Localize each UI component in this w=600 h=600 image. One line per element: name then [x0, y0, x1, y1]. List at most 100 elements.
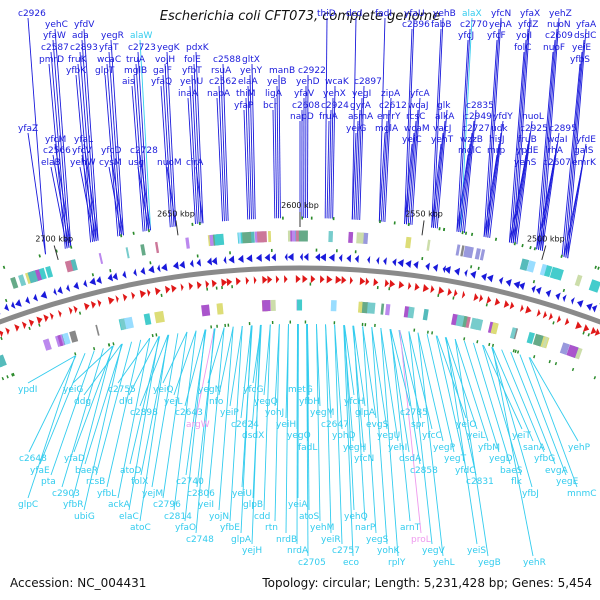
- gene-label: mglC: [458, 146, 481, 156]
- gene-connector: [245, 97, 251, 220]
- gene-label: rtn: [265, 523, 278, 533]
- gene-connector: [54, 28, 72, 248]
- gene-label: c2814: [164, 512, 192, 522]
- gene-connector: [83, 28, 99, 241]
- gene-arrow: [271, 253, 276, 262]
- gene-connector: [355, 109, 361, 220]
- gene-arrow: [196, 281, 202, 290]
- gene-connector: [380, 120, 388, 222]
- marker-dash: [2, 265, 6, 270]
- gene-connector: [162, 331, 188, 384]
- gene-connector: [482, 344, 522, 476]
- gene-arrow: [4, 303, 10, 312]
- gene-label: yehM: [310, 523, 334, 533]
- gene-label: yfaE: [30, 466, 50, 476]
- gene-label: fadL: [298, 443, 317, 453]
- gene-label: atoD: [120, 466, 142, 476]
- gene-connector: [316, 324, 321, 522]
- gene-connector: [399, 330, 422, 419]
- gene-label: fruK: [68, 55, 88, 65]
- gene-label: c2566: [43, 146, 71, 156]
- gene-label: yehA: [489, 20, 513, 30]
- gene-arrow: [28, 319, 35, 327]
- gene-label: evgS: [366, 420, 389, 430]
- gene-label: mglA: [375, 124, 399, 134]
- gene-connector: [140, 334, 170, 476]
- gene-arrow: [253, 276, 257, 285]
- gene-label: c2740: [176, 477, 204, 487]
- gene-connector: [565, 39, 585, 258]
- marker-dash: [587, 333, 590, 337]
- gene-connector: [390, 329, 411, 522]
- gene-label: spr: [411, 420, 425, 430]
- gene-arrow: [25, 296, 31, 304]
- gene-label: yehT: [431, 135, 454, 145]
- feature-block: [451, 313, 459, 326]
- gene-label: mrp: [487, 146, 505, 156]
- gene-arrow: [367, 255, 371, 264]
- feature-block: [57, 334, 64, 347]
- gene-connector: [106, 63, 121, 237]
- gene-arrow: [545, 289, 552, 298]
- gene-arrow: [425, 262, 430, 271]
- gene-arrow: [36, 316, 43, 325]
- gene-connector: [77, 63, 93, 242]
- gene-arrow: [284, 253, 288, 262]
- gene-connector: [445, 337, 478, 430]
- gene-label: yegB: [478, 558, 501, 568]
- gene-arrow: [470, 270, 477, 279]
- gene-label: yeiT: [512, 431, 531, 441]
- gene-label: yehB: [433, 9, 456, 19]
- gene-arrow: [107, 296, 115, 305]
- gene-arrow: [519, 282, 526, 291]
- gene-arrow: [189, 259, 194, 268]
- gene-connector: [84, 343, 123, 465]
- gene-connector: [196, 328, 216, 488]
- gene-connector: [371, 327, 388, 545]
- gene-connector: [536, 51, 554, 250]
- gene-label: atoS: [299, 512, 320, 522]
- gene-arrow: [444, 266, 451, 274]
- gene-connector: [162, 74, 173, 228]
- gene-connector: [371, 327, 388, 430]
- gene-connector: [162, 331, 188, 499]
- gene-label: usg: [128, 158, 144, 168]
- gene-connector: [207, 327, 225, 499]
- gene-label: emrY: [377, 112, 401, 122]
- gene-connector: [408, 331, 433, 545]
- gene-connector: [48, 63, 66, 249]
- gene-connector: [483, 39, 498, 237]
- gene-label: yejH: [242, 546, 262, 556]
- gene-label: glpB: [243, 500, 263, 510]
- gene-arrow: [171, 284, 177, 293]
- gene-arrow: [15, 299, 22, 307]
- gene-connector: [519, 354, 567, 476]
- gene-arrow: [211, 279, 217, 288]
- forward-feature-blocks: [10, 230, 600, 293]
- gene-connector: [128, 336, 160, 511]
- gene-connector: [399, 330, 422, 534]
- gene-label: elaC: [119, 512, 139, 522]
- gene-connector: [272, 109, 276, 219]
- gene-arrow: [139, 290, 147, 299]
- gene-label: fruB: [518, 135, 537, 145]
- gene-arrow: [542, 310, 547, 319]
- gene-arrow: [359, 277, 366, 286]
- gene-arrow: [509, 301, 515, 310]
- gene-label: yeiA: [288, 500, 308, 510]
- gene-label: c2608: [292, 101, 320, 111]
- gene-label: inaA: [178, 89, 199, 99]
- gene-connector: [52, 39, 70, 248]
- gene-label: rsuA: [211, 66, 232, 76]
- gene-connector: [27, 355, 76, 384]
- gene-connector: [151, 333, 179, 488]
- gene-arrow: [196, 258, 202, 267]
- map-title: Escherichia coli CFT073, complete genome: [159, 9, 441, 24]
- gene-label: c2831: [466, 477, 494, 487]
- gene-label: c2785: [400, 408, 428, 418]
- gene-arrow: [245, 276, 250, 285]
- genome-backbone: [0, 265, 600, 325]
- gene-label: wcaJ: [408, 101, 428, 111]
- gene-label: yeiG: [63, 385, 83, 395]
